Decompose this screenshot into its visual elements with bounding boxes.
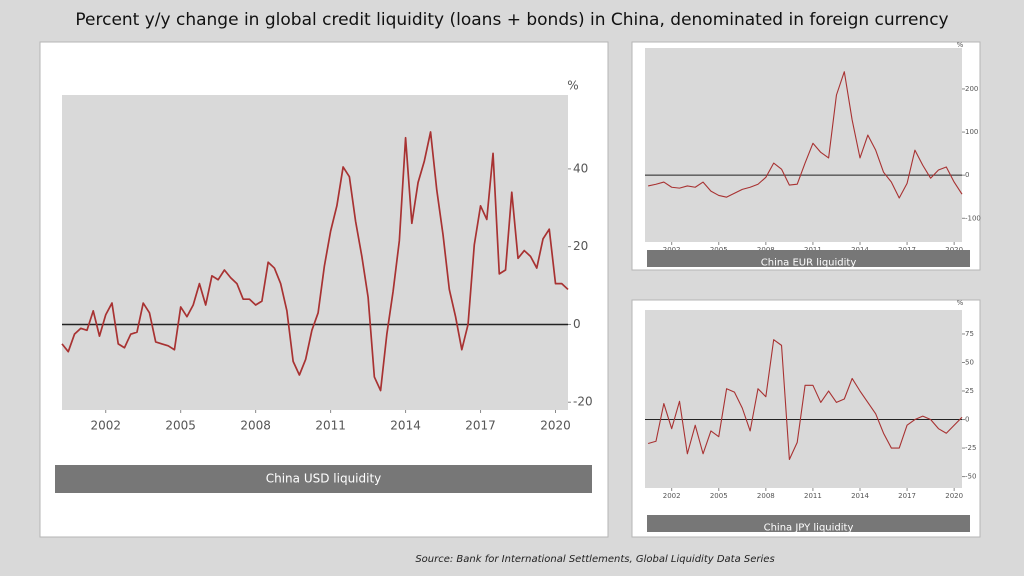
caption-bar — [647, 250, 970, 267]
x-tick-label: 2011 — [804, 492, 822, 500]
unit-label: % — [567, 79, 578, 93]
x-tick-label: 2014 — [390, 419, 421, 433]
data-line — [61, 131, 569, 392]
y-tick-label: -20 — [573, 395, 593, 409]
x-tick-label: 2017 — [898, 492, 916, 500]
caption-bar — [55, 465, 592, 493]
source-note: Source: Bank for International Settlemen… — [415, 554, 774, 565]
x-tick-label: 2008 — [240, 419, 271, 433]
y-tick-label: 25 — [965, 387, 974, 395]
y-tick-label: 50 — [965, 358, 974, 366]
y-tick-label: 0 — [573, 317, 581, 331]
x-tick-label: 2002 — [90, 419, 121, 433]
x-tick-label: 2017 — [465, 419, 496, 433]
x-tick-label: 2020 — [540, 419, 571, 433]
x-tick-label: 2005 — [710, 492, 728, 500]
x-tick-label: 2002 — [663, 492, 681, 500]
plot-area — [62, 95, 568, 410]
unit-label: % — [957, 41, 964, 49]
unit-label: % — [957, 299, 964, 307]
y-tick-label: -25 — [965, 444, 976, 452]
data-line — [647, 339, 963, 461]
caption: China USD liquidity — [266, 472, 382, 486]
caption-bar — [647, 515, 970, 532]
y-tick-label: -50 — [965, 473, 976, 481]
x-tick-label: 2014 — [851, 492, 869, 500]
plot-area — [645, 48, 962, 242]
caption: China JPY liquidity — [764, 523, 854, 534]
y-tick-label: 0 — [965, 171, 969, 179]
chart-title: Percent y/y change in global credit liqu… — [75, 10, 948, 30]
data-line — [648, 71, 963, 199]
x-tick-label: 2008 — [757, 492, 775, 500]
y-tick-label: 40 — [573, 161, 588, 175]
y-tick-label: -100 — [965, 214, 981, 222]
y-tick-label: 100 — [965, 128, 978, 136]
x-tick-label: 2020 — [945, 492, 963, 500]
x-tick-label: 2011 — [315, 419, 346, 433]
y-tick-label: 20 — [573, 239, 588, 253]
y-tick-label: 75 — [965, 330, 974, 338]
x-tick-label: 2005 — [165, 419, 196, 433]
y-tick-label: 0 — [965, 416, 969, 424]
caption: China EUR liquidity — [761, 258, 857, 269]
y-tick-label: 200 — [965, 85, 978, 93]
